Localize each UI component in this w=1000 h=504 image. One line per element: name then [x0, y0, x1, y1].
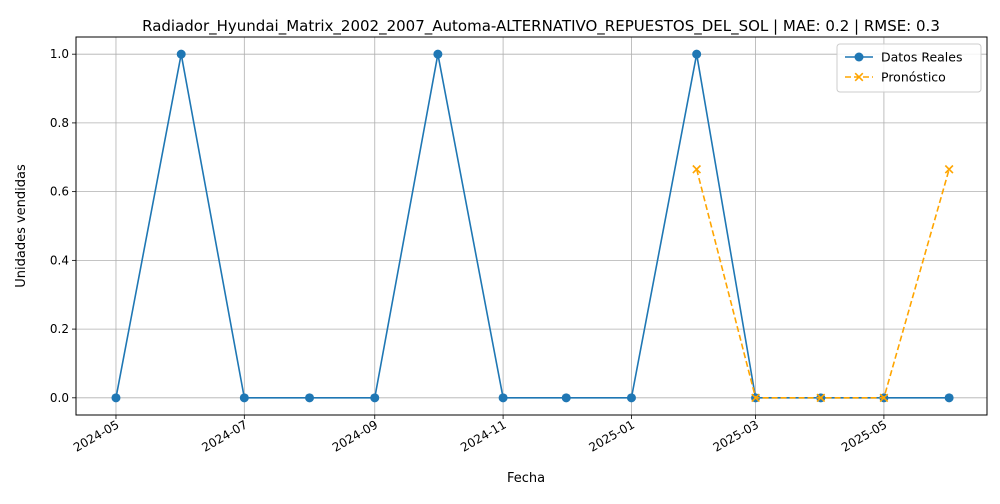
y-tick-label: 0.4 — [50, 253, 69, 267]
data-point — [305, 393, 315, 403]
y-tick-label: 1.0 — [50, 47, 69, 61]
forecast-point — [692, 164, 702, 174]
data-point — [370, 393, 380, 403]
forecast-point — [816, 393, 826, 403]
data-point — [561, 393, 571, 403]
y-tick-label: 0.6 — [50, 185, 69, 199]
forecast-point — [879, 393, 889, 403]
data-point — [239, 393, 249, 403]
y-axis-label: Unidades vendidas — [14, 164, 29, 288]
legend-marker — [854, 52, 864, 62]
y-tick-label: 0.8 — [50, 116, 69, 130]
data-point — [692, 49, 702, 59]
plot-area — [75, 36, 988, 416]
data-point — [176, 49, 186, 59]
data-point — [433, 49, 443, 59]
data-point — [626, 393, 636, 403]
y-tick-label: 0.2 — [50, 322, 69, 336]
legend-marker — [854, 72, 864, 82]
legend-box — [836, 43, 982, 93]
data-point — [944, 393, 954, 403]
data-point — [111, 393, 121, 403]
legend: Datos Reales Pronóstico — [836, 43, 982, 93]
chart-title: Radiador_Hyundai_Matrix_2002_2007_Automa… — [142, 17, 940, 36]
data-point — [498, 393, 508, 403]
x-axis-label: Fecha — [507, 471, 545, 486]
forecast-point — [944, 164, 954, 174]
legend-entry: Pronóstico — [845, 70, 946, 85]
legend-label: Pronóstico — [881, 70, 946, 85]
forecast-point — [751, 393, 760, 403]
legend-label: Datos Reales — [881, 50, 962, 65]
legend-entry: Datos Reales — [845, 50, 962, 65]
y-tick-label: 0.0 — [50, 391, 69, 405]
